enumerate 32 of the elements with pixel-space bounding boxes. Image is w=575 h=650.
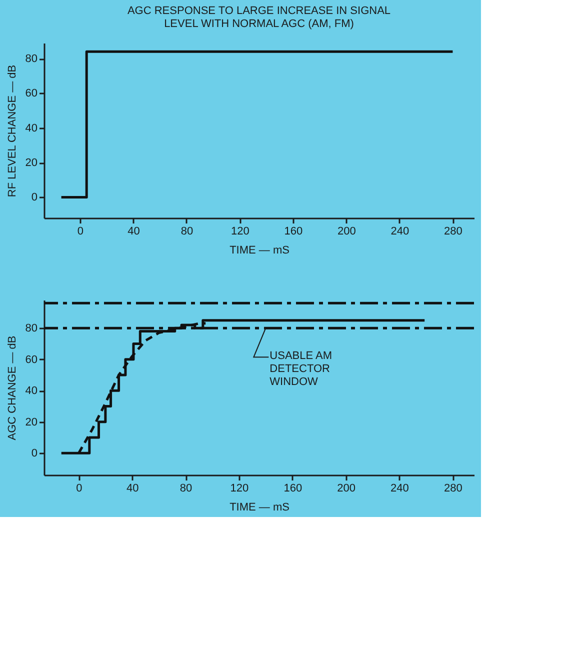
x-tick-label: 160 <box>284 482 302 494</box>
y-tick-label: 80 <box>25 53 38 66</box>
y-tick-label: 20 <box>25 157 38 170</box>
y-tick-label: 60 <box>25 88 38 100</box>
y-axis-title: AGC CHANGE — dB <box>6 336 18 440</box>
y-tick-label: 0 <box>31 192 38 204</box>
y-tick-label: 40 <box>25 385 38 398</box>
x-axis-title: TIME — mS <box>230 502 290 514</box>
x-tick-label: 240 <box>390 482 409 494</box>
x-tick-label: 280 <box>444 226 462 238</box>
x-tick-label: 0 <box>77 226 84 238</box>
y-tick-label: 40 <box>25 122 38 134</box>
annotation: USABLE AM DETECTOR WINDOW <box>270 350 332 388</box>
x-tick-label: 40 <box>128 226 140 238</box>
x-tick-label: 40 <box>126 482 139 494</box>
x-tick-label: 200 <box>337 482 356 494</box>
y-tick-label: 80 <box>25 322 38 335</box>
x-tick-label: 160 <box>284 226 303 238</box>
x-axis-title: TIME — mS <box>230 244 290 256</box>
x-tick-label: 280 <box>444 482 462 494</box>
x-tick-label: 240 <box>390 226 410 238</box>
y-axis-title: RF LEVEL CHANGE — dB <box>6 64 18 198</box>
chart-title: AGC RESPONSE TO LARGE INCREASE IN SIGNAL LEVEL WITH NORMAL AGC (AM, FM) <box>127 5 391 30</box>
x-tick-label: 200 <box>338 226 356 238</box>
x-tick-label: 80 <box>180 226 194 238</box>
x-tick-label: 120 <box>231 226 250 238</box>
y-tick-label: 0 <box>31 448 38 460</box>
x-tick-label: 120 <box>230 482 249 494</box>
y-tick-label: 20 <box>25 416 38 428</box>
y-tick-label: 60 <box>25 354 38 366</box>
x-tick-label: 0 <box>76 482 82 494</box>
x-tick-label: 80 <box>180 482 192 494</box>
